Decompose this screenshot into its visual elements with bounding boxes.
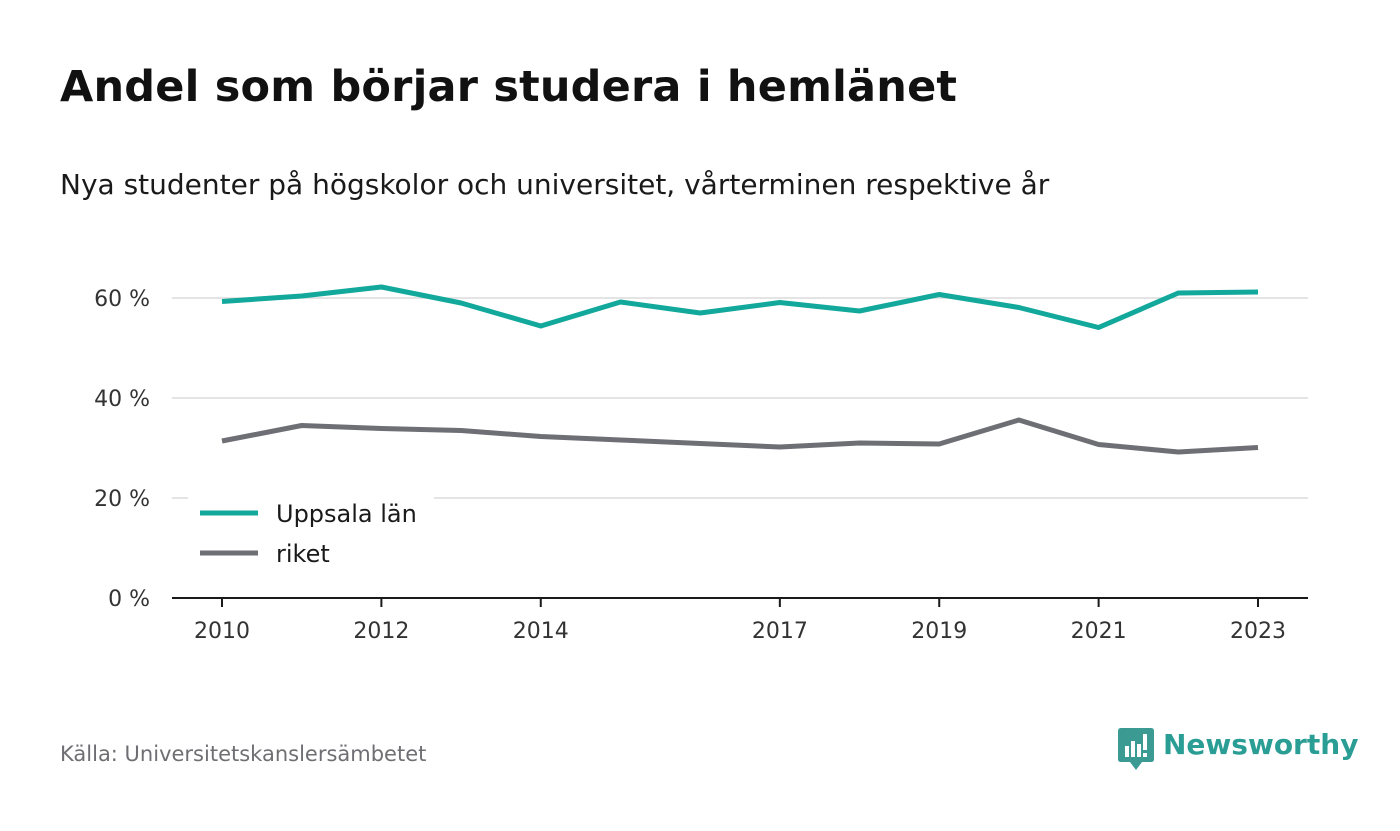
series-line-1	[221, 417, 1259, 455]
y-tick-label: 20 %	[94, 487, 150, 512]
chart-title: Andel som börjar studera i hemlänet	[60, 62, 958, 112]
x-tick-label: 2010	[194, 619, 250, 644]
legend: Uppsala län riket	[188, 493, 434, 583]
legend-label: Uppsala län	[276, 500, 417, 528]
newsworthy-logo-icon	[1118, 728, 1154, 770]
series-lines	[221, 284, 1259, 455]
y-tick-label: 60 %	[94, 287, 150, 312]
brand-name: Newsworthy	[1163, 728, 1359, 761]
x-axis: 2010 2012 2014 2017 2019 2021 2023	[172, 597, 1308, 644]
y-tick-label: 0 %	[108, 587, 150, 612]
grid-lines	[172, 297, 1308, 499]
brand-logo: Newsworthy	[1118, 728, 1358, 772]
x-tick-label: 2023	[1230, 619, 1286, 644]
y-tick-label: 40 %	[94, 387, 150, 412]
line-chart: 0 % 20 % 40 % 60 % 2010 2012 2014 2017 2019 2021…	[94, 284, 1308, 644]
x-tick-label: 2014	[513, 619, 569, 644]
x-tick-label: 2017	[752, 619, 808, 644]
legend-background	[188, 493, 434, 583]
series-line-0	[221, 284, 1259, 330]
y-axis-ticks: 0 % 20 % 40 % 60 %	[94, 287, 150, 612]
x-tick-label: 2012	[353, 619, 409, 644]
chart-subtitle: Nya studenter på högskolor och universit…	[60, 168, 1050, 201]
x-tick-label: 2019	[911, 619, 967, 644]
source-note: Källa: Universitetskanslersämbetet	[60, 742, 427, 766]
x-tick-label: 2021	[1071, 619, 1127, 644]
legend-label: riket	[276, 540, 330, 568]
